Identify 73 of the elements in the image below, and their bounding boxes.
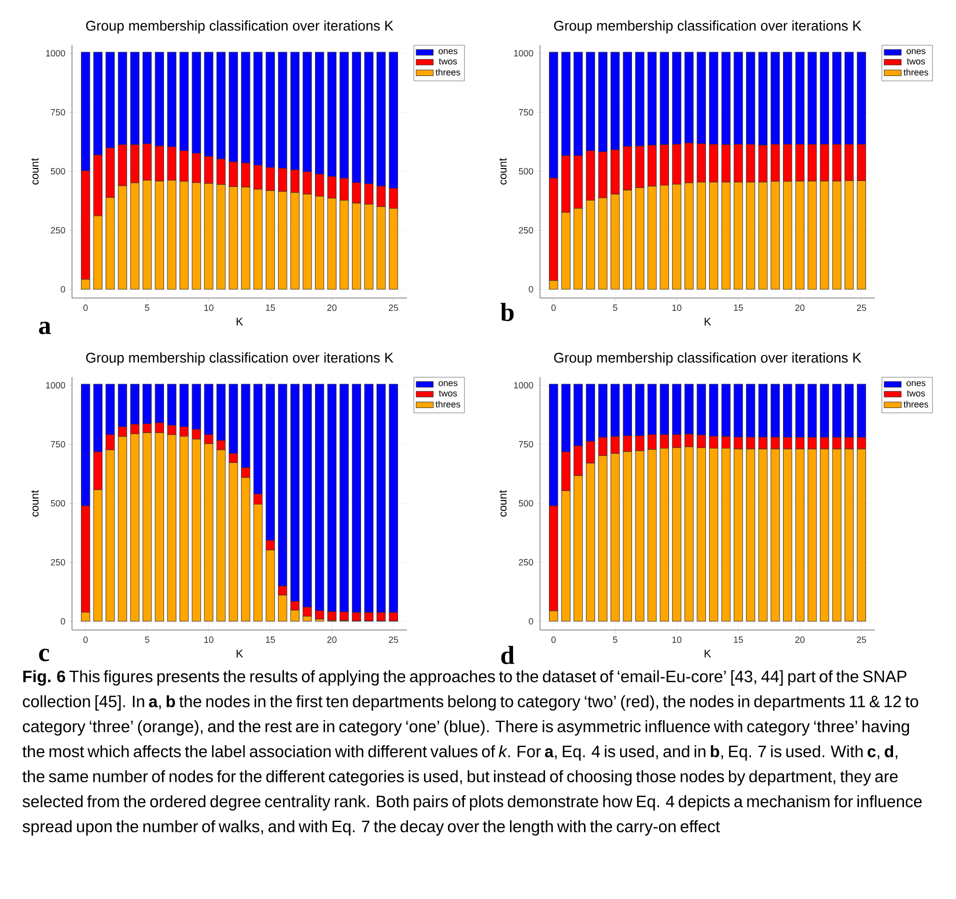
y-tick-label: 250 xyxy=(518,227,534,234)
y-axis-title: count xyxy=(499,158,507,184)
x-tick-label: 15 xyxy=(266,636,275,643)
text: c xyxy=(39,648,50,662)
y-tick-label: 500 xyxy=(50,168,66,174)
x-tick-label: 0 xyxy=(551,304,556,311)
y-tick-label: 250 xyxy=(50,559,66,566)
legend-label: threes xyxy=(436,400,460,408)
y-tick-label: 1000 xyxy=(514,382,534,388)
x-tick-label: 20 xyxy=(795,304,805,311)
chart-title: Group membership classification over iterations K xyxy=(86,352,394,366)
y-tick-label: 750 xyxy=(518,109,534,116)
y-tick-label: 1000 xyxy=(46,382,66,388)
chart-title: Group membership classification over iterations K xyxy=(554,352,862,366)
y-tick-label: 0 xyxy=(60,286,66,292)
text: Fig. 6 This figures presents the results of applying the approaches to the dataset of ‘email-Eu-core’ [43, 44] part of the SNAP collection [45]. In a, b the nodes in the first ten departments belong to category ‘two’ (red), the nodes in departments 11 & 12 to category ‘three’ (orange), and the rest are in category ‘one’ (blue). There is asymmetric influence with category ‘three’ having the most which affects the label association with different values of k. For a, Eq. 4 is used, and in b, Eq. 7 is used. With c, d, the same number of nodes for the different categories is used, but instead of choosing those nodes by department, they are selected from the ordered degree centrality rank. Both pairs of plots demonstrate how Eq. 4 depicts a mechanism for influence spread upon the number of walks, and with Eq. 7 the decay over the length with the carry-on effect xyxy=(22,670,922,836)
x-tick-label: 25 xyxy=(388,636,398,643)
y-tick-label: 0 xyxy=(528,618,534,624)
legend-label: ones xyxy=(438,381,458,386)
legend-label: ones xyxy=(906,381,926,386)
x-tick-label: 15 xyxy=(734,304,743,311)
legend-label: twos xyxy=(438,58,457,64)
y-axis-title: count xyxy=(31,490,39,516)
text: b xyxy=(500,302,514,322)
y-tick-label: 500 xyxy=(518,168,534,174)
x-axis-title: K xyxy=(704,318,712,326)
x-tick-label: 20 xyxy=(327,636,337,643)
x-tick-label: 0 xyxy=(83,304,88,311)
y-tick-label: 500 xyxy=(518,500,534,506)
x-axis-title: K xyxy=(236,318,244,326)
x-tick-label: 10 xyxy=(672,636,682,643)
x-tick-label: 10 xyxy=(204,636,214,643)
chart-title: Group membership classification over iterations K xyxy=(554,20,862,34)
y-tick-label: 750 xyxy=(50,109,66,116)
y-tick-label: 1000 xyxy=(514,50,534,56)
legend-label: twos xyxy=(906,58,925,64)
legend-label: ones xyxy=(438,49,458,54)
x-tick-label: 0 xyxy=(83,636,88,643)
x-tick-label: 5 xyxy=(144,304,150,311)
y-tick-label: 750 xyxy=(50,441,66,448)
legend-label: twos xyxy=(438,390,457,396)
x-axis-title: K xyxy=(704,650,712,658)
x-tick-label: 10 xyxy=(672,304,682,311)
x-axis-title: K xyxy=(236,650,244,658)
text: d xyxy=(501,646,514,664)
x-tick-label: 25 xyxy=(388,304,398,311)
legend-label: threes xyxy=(904,400,928,408)
y-tick-label: 1000 xyxy=(46,50,66,56)
x-tick-label: 15 xyxy=(734,636,743,643)
x-tick-label: 20 xyxy=(795,636,805,643)
y-axis-title: count xyxy=(31,158,39,184)
y-tick-label: 500 xyxy=(50,500,66,506)
y-axis-title: count xyxy=(499,490,507,516)
x-tick-label: 5 xyxy=(612,636,618,643)
x-tick-label: 25 xyxy=(856,636,866,643)
x-tick-label: 5 xyxy=(612,304,618,311)
legend-label: twos xyxy=(906,390,925,396)
legend-label: threes xyxy=(904,68,928,76)
y-tick-label: 250 xyxy=(518,559,534,566)
legend-label: ones xyxy=(906,49,926,54)
chart-title: Group membership classification over iterations K xyxy=(86,20,394,34)
legend-label: threes xyxy=(436,68,460,76)
x-tick-label: 20 xyxy=(327,304,337,311)
y-tick-label: 250 xyxy=(50,227,66,234)
x-tick-label: 25 xyxy=(856,304,866,311)
text: a xyxy=(39,322,51,334)
x-tick-label: 5 xyxy=(144,636,150,643)
y-tick-label: 0 xyxy=(528,286,534,292)
x-tick-label: 0 xyxy=(551,636,556,643)
x-tick-label: 10 xyxy=(204,304,214,311)
x-tick-label: 15 xyxy=(266,304,275,311)
y-tick-label: 750 xyxy=(518,441,534,448)
y-tick-label: 0 xyxy=(60,618,66,624)
